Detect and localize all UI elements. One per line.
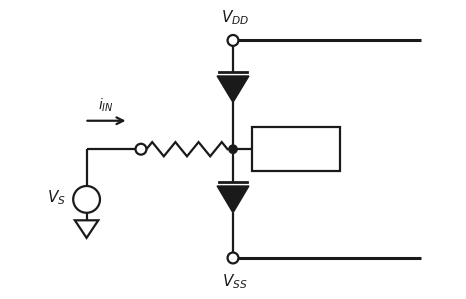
Text: +: +: [82, 189, 91, 199]
Text: $V_{SS}$: $V_{SS}$: [222, 273, 248, 291]
Polygon shape: [217, 186, 249, 213]
Circle shape: [229, 145, 237, 153]
Text: $V_S$: $V_S$: [47, 188, 66, 207]
Polygon shape: [75, 220, 98, 238]
FancyBboxPatch shape: [252, 127, 340, 171]
Circle shape: [227, 253, 239, 263]
Circle shape: [227, 35, 239, 46]
Text: $i_{IN}$: $i_{IN}$: [97, 97, 113, 114]
Text: −: −: [82, 200, 91, 210]
Polygon shape: [217, 76, 249, 102]
Text: Sampling
Circuit: Sampling Circuit: [267, 135, 325, 163]
Text: $V_{DD}$: $V_{DD}$: [221, 8, 249, 27]
Circle shape: [73, 186, 100, 213]
Circle shape: [136, 144, 146, 155]
